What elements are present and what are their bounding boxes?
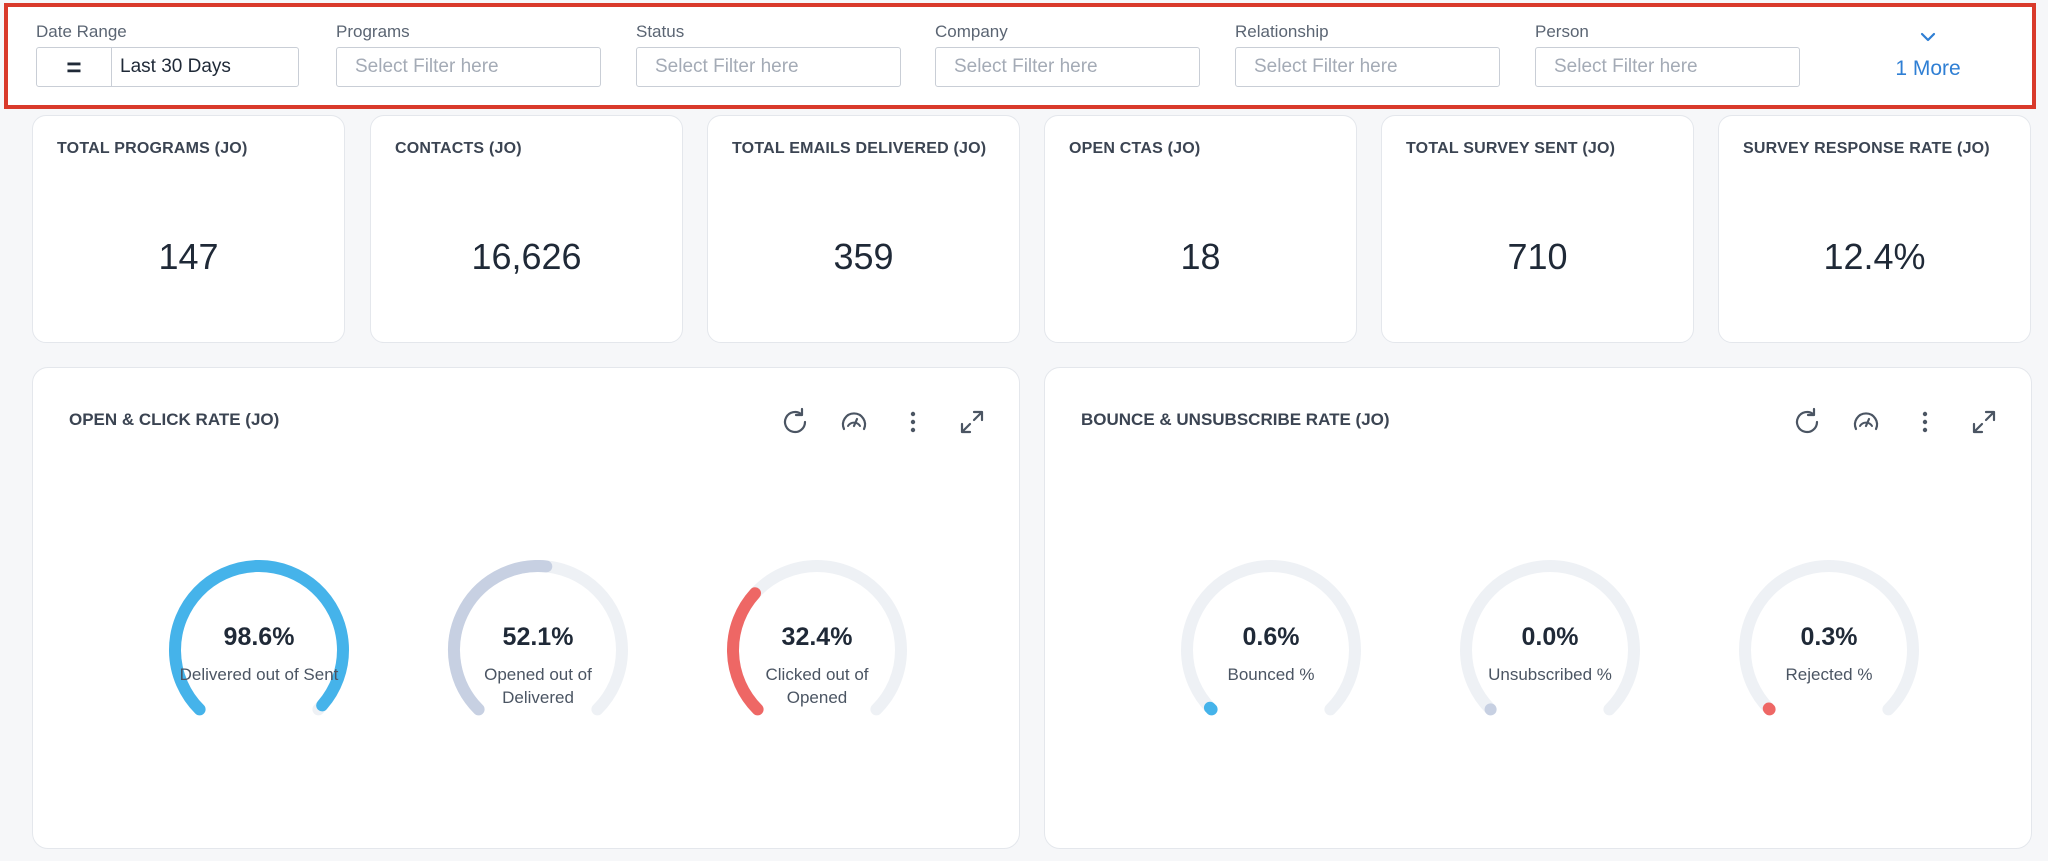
kpi-value: 18 [1180, 236, 1221, 277]
company-filter-input[interactable]: Select Filter here [935, 47, 1200, 87]
kpi-value: 12.4% [1823, 236, 1926, 277]
gauge-chart [1460, 560, 1640, 716]
filter-relationship: Relationship Select Filter here [1235, 21, 1500, 87]
gauge-chart [447, 560, 628, 716]
date-range-value: Last 30 Days [120, 56, 231, 77]
chart-title: BOUNCE & UNSUBSCRIBE RATE (JO) [1081, 410, 1390, 429]
gauge-track [1460, 560, 1640, 716]
gauge-track [1181, 560, 1361, 716]
programs-filter-input[interactable]: Select Filter here [336, 47, 601, 87]
refresh-icon[interactable] [777, 404, 813, 440]
gauge-label: Opened out of Delivered [484, 665, 592, 707]
filter-bar: Date Range = Last 30 Days Programs Selec… [4, 3, 2036, 109]
gauge-fill [1203, 701, 1218, 716]
filter-programs: Programs Select Filter here [336, 21, 601, 87]
gauge-label: Rejected % [1785, 665, 1873, 684]
expand-icon[interactable] [954, 404, 990, 440]
filter-label-programs: Programs [336, 22, 410, 41]
programs-filter-placeholder: Select Filter here [355, 56, 499, 77]
gauge-delivered: 98.6% Delivered out of Sent [159, 560, 359, 730]
gauge-value: 0.0% [1521, 623, 1579, 651]
kpi-card-total-survey-sent[interactable]: TOTAL SURVEY SENT (JO) 710 [1381, 115, 1694, 343]
kpi-card-contacts[interactable]: CONTACTS (JO) 16,626 [370, 115, 683, 343]
relationship-filter-input[interactable]: Select Filter here [1235, 47, 1500, 87]
kpi-title: CONTACTS (JO) [395, 140, 522, 157]
status-filter-placeholder: Select Filter here [655, 56, 799, 77]
chevron-down-icon [1863, 27, 1993, 51]
gauge-fill [169, 560, 349, 716]
gauge-fill [727, 587, 764, 716]
kpi-value: 710 [1507, 236, 1568, 277]
gauge-chart [1739, 560, 1919, 716]
kpi-card-total-emails-delivered[interactable]: TOTAL EMAILS DELIVERED (JO) 359 [707, 115, 1020, 343]
filter-label-person: Person [1535, 22, 1589, 41]
gauge-opened: 52.1% Opened out of Delivered [438, 560, 638, 730]
kpi-card-open-ctas[interactable]: OPEN CTAS (JO) 18 [1044, 115, 1357, 343]
chart-card-bounce-unsubscribe-rate: BOUNCE & UNSUBSCRIBE RATE (JO) 0.6% Boun… [1044, 367, 2032, 849]
gauge-unsubscribed: 0.0% Unsubscribed % [1450, 560, 1650, 730]
gauge-bounced: 0.6% Bounced % [1171, 560, 1371, 730]
gauge-value: 0.6% [1242, 623, 1300, 651]
status-filter-input[interactable]: Select Filter here [636, 47, 901, 87]
gauge-track [1739, 560, 1919, 716]
date-range-field[interactable]: = Last 30 Days [36, 47, 299, 87]
gauge-label: Bounced % [1227, 665, 1315, 684]
kpi-title: OPEN CTAS (JO) [1069, 140, 1201, 157]
gauge-label: Delivered out of Sent [179, 665, 339, 684]
gauge-chart [1181, 560, 1361, 716]
gauge-chart [169, 560, 349, 716]
gauge-icon[interactable] [1848, 404, 1884, 440]
filter-label-date-range: Date Range [36, 22, 127, 41]
kpi-value: 147 [158, 236, 219, 277]
person-filter-input[interactable]: Select Filter here [1535, 47, 1800, 87]
gauge-label: Clicked out of Opened [765, 665, 869, 707]
expand-icon[interactable] [1966, 404, 2002, 440]
gauge-value: 0.3% [1800, 623, 1858, 651]
kpi-value: 16,626 [471, 236, 582, 277]
filter-company: Company Select Filter here [935, 21, 1200, 87]
filter-label-company: Company [935, 22, 1008, 41]
chart-title: OPEN & CLICK RATE (JO) [69, 410, 280, 429]
refresh-icon[interactable] [1789, 404, 1825, 440]
filter-status: Status Select Filter here [636, 21, 901, 87]
gauge-rejected: 0.3% Rejected % [1729, 560, 1929, 730]
kpi-title: TOTAL SURVEY SENT (JO) [1406, 140, 1616, 157]
kpi-title: TOTAL PROGRAMS (JO) [57, 140, 248, 157]
kpi-title: TOTAL EMAILS DELIVERED (JO) [732, 140, 987, 157]
gauge-value: 98.6% [223, 623, 295, 651]
filter-label-relationship: Relationship [1235, 22, 1329, 41]
gauge-fill [1762, 702, 1776, 716]
more-vertical-icon[interactable] [1907, 404, 1943, 440]
gauge-value: 52.1% [502, 623, 574, 651]
chart-card-open-click-rate: OPEN & CLICK RATE (JO) 98.6% Delivered o… [32, 367, 1020, 849]
relationship-filter-placeholder: Select Filter here [1254, 56, 1398, 77]
date-range-operator[interactable]: = [37, 48, 112, 86]
filter-person: Person Select Filter here [1535, 21, 1800, 87]
more-vertical-icon[interactable] [895, 404, 931, 440]
more-filters-label: 1 More [1895, 57, 1961, 80]
kpi-title: SURVEY RESPONSE RATE (JO) [1743, 140, 1990, 157]
kpi-card-survey-response-rate[interactable]: SURVEY RESPONSE RATE (JO) 12.4% [1718, 115, 2031, 343]
person-filter-placeholder: Select Filter here [1554, 56, 1698, 77]
more-filters-button[interactable]: 1 More [1863, 27, 1993, 81]
filter-date-range: Date Range = Last 30 Days [36, 21, 301, 87]
kpi-card-total-programs[interactable]: TOTAL PROGRAMS (JO) 147 [32, 115, 345, 343]
kpi-value: 359 [833, 236, 894, 277]
gauge-fill [447, 560, 553, 716]
filter-label-status: Status [636, 22, 685, 41]
gauge-clicked: 32.4% Clicked out of Opened [717, 560, 917, 730]
gauge-label: Unsubscribed % [1488, 665, 1612, 684]
gauge-chart [727, 560, 907, 716]
company-filter-placeholder: Select Filter here [954, 56, 1098, 77]
gauge-value: 32.4% [781, 623, 853, 651]
gauge-icon[interactable] [836, 404, 872, 440]
